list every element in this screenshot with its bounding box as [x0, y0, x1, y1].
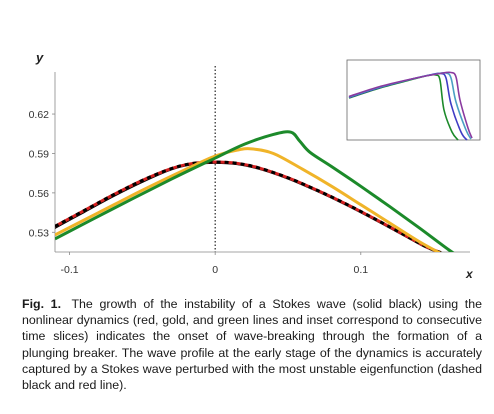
- series-green: [55, 130, 455, 252]
- tick-group: 0.53 0.56 0.59 0.62 -0.1 0 0.1: [29, 109, 369, 276]
- series-dashed-black: [55, 160, 442, 252]
- y-tick-label: 0.59: [29, 148, 50, 160]
- y-tick-label: 0.53: [29, 227, 50, 239]
- y-tick-label: 0.56: [29, 188, 50, 200]
- inset-series-purple: [348, 71, 473, 139]
- y-axis-label: y: [35, 50, 44, 65]
- caption-label: Fig. 1.: [22, 297, 62, 311]
- x-tick-label: 0: [212, 264, 218, 276]
- series-group: [55, 130, 455, 252]
- inset-frame: [346, 59, 481, 141]
- figure-caption: Fig. 1. The growth of the instability of…: [22, 296, 482, 393]
- inset-panel: [346, 59, 481, 141]
- plot-axes: y x: [35, 50, 474, 281]
- caption-text: The growth of the instability of a Stoke…: [22, 297, 482, 393]
- wave-breaking-figure: y x 0.53 0.56 0.59 0.62 -0.1 0 0.1: [29, 50, 481, 281]
- x-tick-label: -0.1: [61, 264, 79, 276]
- series-gold: [55, 147, 442, 252]
- x-tick-label: 0.1: [353, 264, 368, 276]
- y-tick-label: 0.62: [29, 109, 50, 121]
- x-axis-label: x: [465, 267, 474, 281]
